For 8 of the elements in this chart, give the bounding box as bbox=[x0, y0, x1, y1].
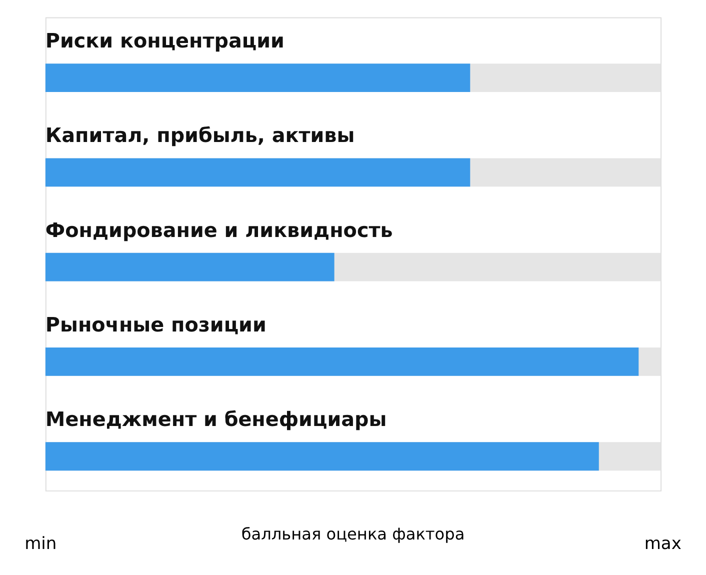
text: max bbox=[644, 534, 682, 554]
y-tick-label: Капитал, прибыль, активы bbox=[45, 124, 355, 148]
y-tick-label: Менеджмент и бенефициары bbox=[45, 408, 387, 432]
y-tick-label: Фондирование и ликвидность bbox=[45, 218, 393, 242]
y-tick-label: Рыночные позиции bbox=[45, 313, 266, 336]
x-axis-title: балльная оценка фактора bbox=[241, 524, 465, 544]
y-tick-label: Риски концентрации bbox=[45, 30, 284, 53]
text: min bbox=[24, 534, 57, 554]
